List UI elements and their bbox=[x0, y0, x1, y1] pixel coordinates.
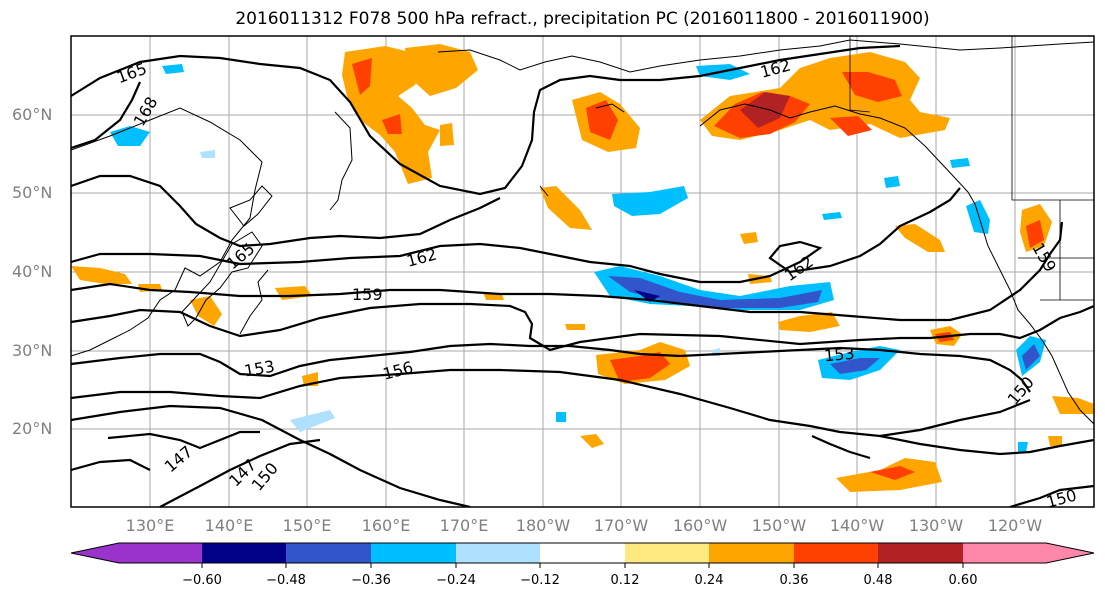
colorbar-segment bbox=[878, 543, 963, 563]
colorbar-tick-label: −0.24 bbox=[436, 573, 476, 588]
colorbar-tick-label: 0.24 bbox=[695, 573, 724, 588]
lat-label: 30°N bbox=[12, 341, 52, 360]
lon-label: 170°W bbox=[594, 516, 649, 535]
lat-label: 50°N bbox=[12, 183, 52, 202]
colorbar-tick-labels: −0.60 −0.48 −0.36 −0.24 −0.12 0.12 0.24 … bbox=[182, 573, 977, 588]
height-contours bbox=[71, 44, 1094, 507]
lon-label: 130°W bbox=[909, 516, 964, 535]
colorbar-tick-label: 0.60 bbox=[949, 573, 978, 588]
coastlines bbox=[71, 39, 1094, 425]
colorbar-tick-label: −0.36 bbox=[351, 573, 391, 588]
lon-label: 160°E bbox=[362, 516, 411, 535]
colorbar-segment bbox=[540, 543, 625, 563]
longitude-labels: 130°E 140°E 150°E 160°E 170°E 180°W 170°… bbox=[126, 516, 1043, 535]
lon-label: 170°E bbox=[440, 516, 489, 535]
colorbar-segment bbox=[456, 543, 540, 563]
colorbar-segment bbox=[119, 543, 202, 563]
lon-label: 180°W bbox=[516, 516, 571, 535]
colorbar-segment bbox=[202, 543, 286, 563]
lat-label: 60°N bbox=[12, 105, 52, 124]
political-boundaries bbox=[849, 36, 1094, 301]
contour-label: 153 bbox=[823, 344, 855, 366]
colorbar-segment bbox=[709, 543, 794, 563]
contour-label: 159 bbox=[352, 285, 383, 304]
lon-label: 150°W bbox=[752, 516, 807, 535]
colorbar-tick-label: 0.12 bbox=[611, 573, 640, 588]
lat-label: 40°N bbox=[12, 262, 52, 281]
colorbar-extend-low bbox=[71, 543, 119, 563]
map-frame bbox=[70, 35, 1095, 508]
colorbar-outline bbox=[70, 542, 1095, 564]
precip-anomaly-fill bbox=[71, 44, 1094, 492]
lon-label: 130°E bbox=[126, 516, 175, 535]
lon-label: 150°E bbox=[283, 516, 332, 535]
colorbar-segment bbox=[286, 543, 371, 563]
colorbar-extend-high bbox=[1046, 543, 1094, 563]
lon-label: 120°W bbox=[988, 516, 1043, 535]
colorbar-segment bbox=[963, 543, 1046, 563]
colorbar bbox=[70, 542, 1095, 568]
lon-label: 140°E bbox=[205, 516, 254, 535]
lat-label: 20°N bbox=[12, 419, 52, 438]
lon-label: 140°W bbox=[830, 516, 885, 535]
colorbar-tick-label: −0.48 bbox=[266, 573, 306, 588]
colorbar-tick-label: 0.36 bbox=[780, 573, 809, 588]
colorbar-tick-label: −0.12 bbox=[520, 573, 560, 588]
colorbar-segment bbox=[625, 543, 709, 563]
latitude-labels: 60°N 50°N 40°N 30°N 20°N bbox=[12, 105, 52, 438]
colorbar-tick-label: −0.60 bbox=[182, 573, 222, 588]
colorbar-segment bbox=[371, 543, 456, 563]
colorbar-segment bbox=[794, 543, 878, 563]
chart-title: 2016011312 F078 500 hPa refract., precip… bbox=[235, 9, 930, 29]
lon-label: 160°W bbox=[673, 516, 728, 535]
colorbar-tick-label: 0.48 bbox=[864, 573, 893, 588]
